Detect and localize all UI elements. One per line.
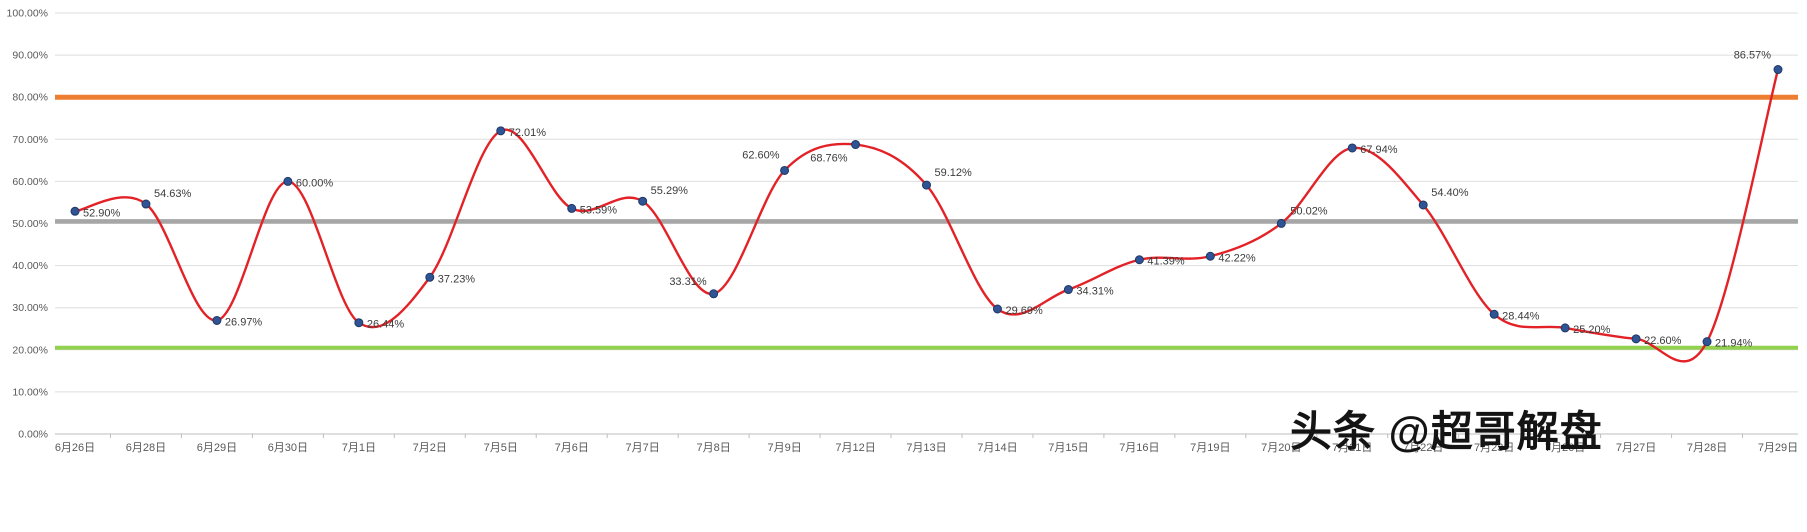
data-point-marker [709,289,719,299]
data-point-label: 67.94% [1360,144,1398,156]
data-point-label: 53.59% [580,204,618,216]
data-point-marker [1418,200,1428,210]
data-point-label: 26.44% [367,319,405,331]
data-point-marker [496,126,506,136]
y-tick-label: 60.00% [12,176,48,188]
data-point-label: 60.00% [296,177,334,189]
data-point-marker [1134,255,1144,265]
x-tick-label: 7月19日 [1190,442,1230,454]
data-point-marker [1631,334,1641,344]
data-point-marker [1773,65,1783,75]
x-tick-label: 7月5日 [484,442,518,454]
y-tick-label: 100.00% [7,8,48,20]
data-point-label: 55.29% [651,185,689,197]
x-tick-label: 7月12日 [835,442,875,454]
data-point-marker [638,196,648,206]
data-point-label: 50.02% [1290,205,1328,217]
data-point-label: 54.40% [1431,187,1469,199]
x-tick-label: 7月1日 [342,442,376,454]
data-point-label: 21.94% [1715,338,1753,350]
data-point-label: 41.39% [1147,256,1185,268]
x-tick-label: 7月26日 [1545,442,1585,454]
x-tick-label: 6月29日 [197,442,237,454]
data-point-label: 34.31% [1076,286,1114,298]
data-point-label: 33.31% [669,276,707,288]
data-point-marker [141,199,151,209]
x-tick-label: 7月6日 [555,442,589,454]
data-point-marker [1205,251,1215,261]
x-tick-label: 6月26日 [55,442,95,454]
x-tick-label: 7月29日 [1758,442,1798,454]
data-point-marker [1702,337,1712,347]
x-tick-label: 7月7日 [626,442,660,454]
data-point-marker [1063,285,1073,295]
data-point-label: 86.57% [1734,50,1772,62]
data-point-label: 59.12% [935,167,973,179]
data-point-label: 52.90% [83,207,121,219]
data-point-marker [922,180,931,190]
data-point-label: 62.60% [742,149,780,161]
x-tick-label: 7月2日 [413,442,447,454]
x-tick-label: 7月20日 [1261,442,1301,454]
data-point-marker [851,140,861,150]
x-tick-label: 7月16日 [1119,442,1159,454]
data-point-label: 54.63% [154,188,192,200]
x-tick-label: 7月15日 [1048,442,1088,454]
data-point-label: 72.01% [509,127,547,139]
data-point-label: 25.20% [1573,324,1611,336]
data-point-label: 42.22% [1218,252,1256,264]
y-tick-label: 0.00% [18,429,48,441]
data-point-label: 22.60% [1644,335,1682,347]
data-point-marker [1347,143,1357,153]
x-tick-label: 7月27日 [1616,442,1656,454]
x-tick-label: 7月14日 [977,442,1017,454]
x-tick-label: 6月28日 [126,442,166,454]
data-point-label: 37.23% [438,273,476,285]
x-tick-label: 7月28日 [1687,442,1727,454]
data-point-label: 26.97% [225,316,263,328]
x-tick-label: 7月9日 [767,442,801,454]
y-tick-label: 90.00% [12,50,48,62]
watermark: 头条 @超哥解盘 [1290,408,1603,455]
data-point-marker [70,206,80,216]
y-tick-label: 80.00% [12,92,48,104]
data-point-marker [354,318,364,328]
data-point-marker [780,165,790,175]
x-tick-label: 7月8日 [697,442,731,454]
y-tick-label: 70.00% [12,134,48,146]
x-tick-label: 7月13日 [906,442,946,454]
y-tick-label: 20.00% [12,344,48,356]
data-point-marker [992,304,1002,314]
data-point-marker [1489,309,1499,319]
data-point-label: 68.76% [810,153,848,165]
data-point-marker [1276,218,1286,228]
data-point-marker [283,176,293,186]
x-tick-label: 7月23日 [1474,442,1514,454]
y-tick-label: 40.00% [12,260,48,272]
data-point-marker [212,315,222,325]
data-point-label: 29.69% [1005,305,1043,317]
x-tick-label: 6月30日 [268,442,308,454]
data-point-label: 28.44% [1502,310,1540,322]
data-point-marker [1560,323,1570,333]
data-point-marker [567,203,577,213]
y-tick-label: 30.00% [12,302,48,314]
series-line [73,68,1780,363]
y-tick-label: 10.00% [12,386,48,398]
x-tick-label: 7月22日 [1403,442,1443,454]
x-tick-label: 7月21日 [1332,442,1372,454]
data-point-marker [425,272,435,282]
y-tick-label: 50.00% [12,218,48,230]
